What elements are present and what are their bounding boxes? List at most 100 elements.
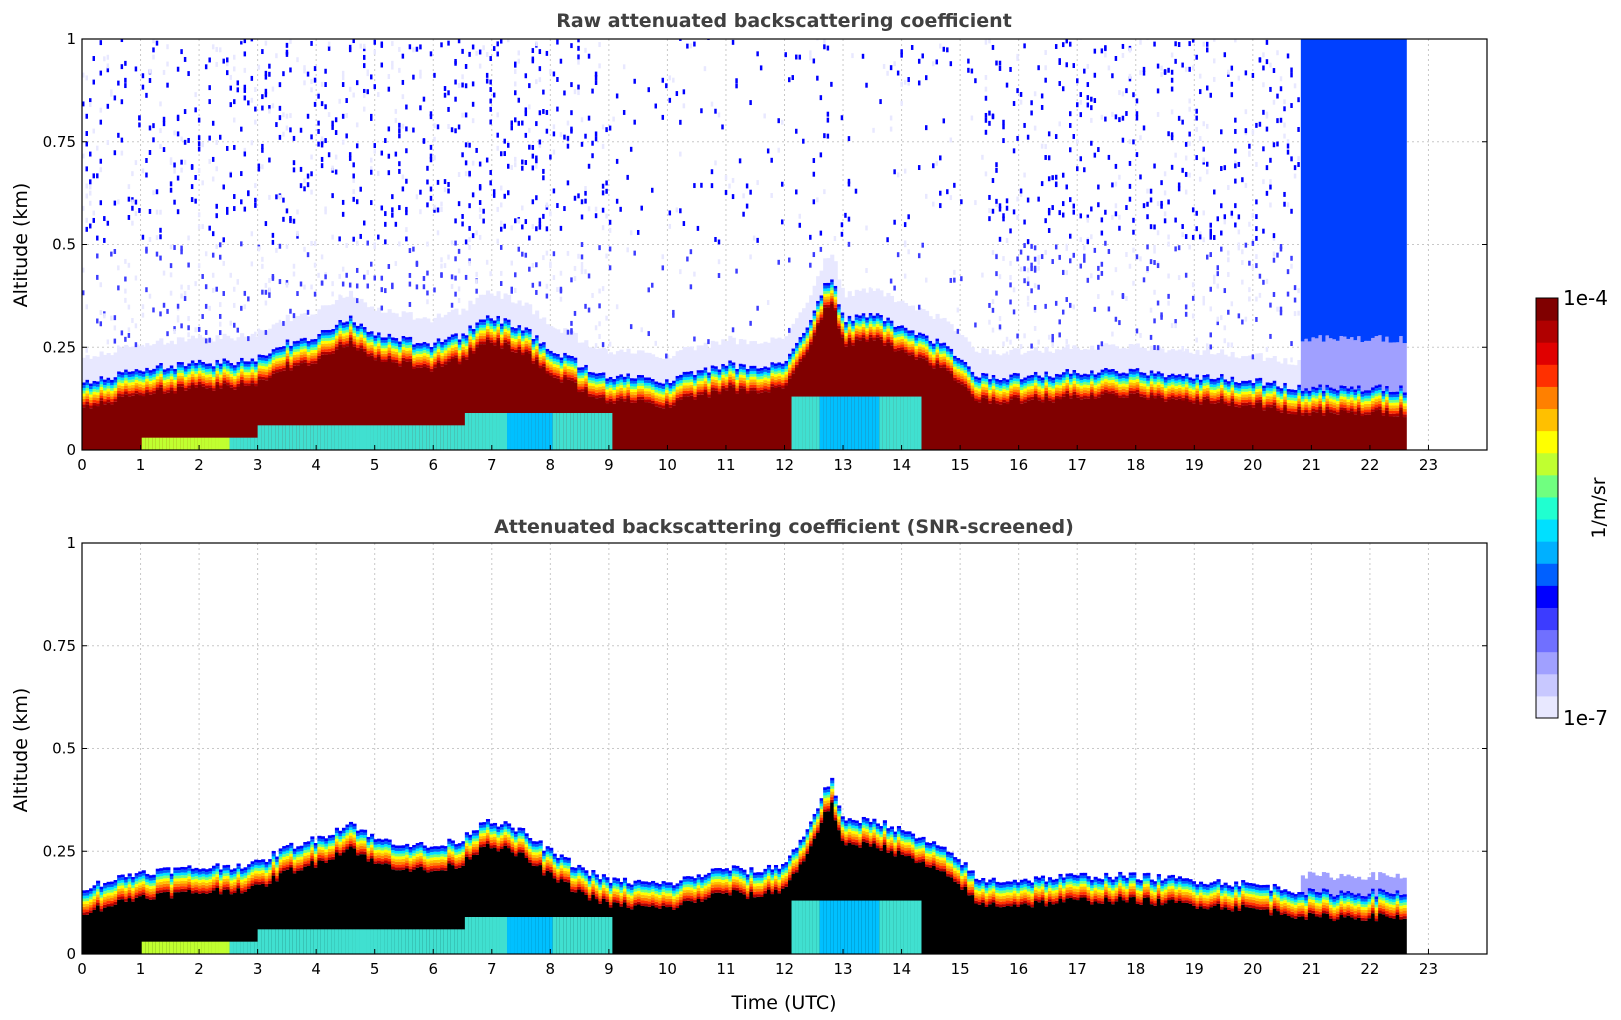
heatmap-cell: [584, 386, 589, 390]
heatmap-cell: [366, 348, 371, 351]
heatmap-cell: [819, 298, 824, 301]
heatmap-cell: [696, 392, 701, 395]
heatmap-cell: [619, 393, 624, 397]
noise-speck: [89, 184, 92, 190]
heatmap-cell: [552, 369, 557, 373]
heatmap-cell: [686, 347, 691, 372]
heatmap-cell: [840, 326, 845, 329]
heatmap-cell: [984, 376, 989, 380]
noise-speck: [682, 89, 686, 95]
heatmap-cell: [373, 351, 378, 355]
noise-speck: [310, 171, 313, 177]
heatmap-cell: [208, 385, 213, 388]
heatmap-cell: [391, 340, 396, 343]
heatmap-cell: [633, 383, 638, 387]
heatmap-cell: [636, 396, 642, 400]
heatmap-cell: [359, 340, 364, 343]
heatmap-cell: [939, 343, 944, 346]
heatmap-cell: [436, 349, 441, 352]
heatmap-cell: [889, 334, 894, 338]
heatmap-cell: [264, 366, 269, 370]
noise-speck: [243, 95, 247, 101]
noise-speck: [380, 205, 384, 211]
noise-speck: [1002, 213, 1005, 219]
noise-speck: [380, 287, 384, 293]
heatmap-cell: [384, 356, 389, 360]
heatmap-cell: [152, 371, 157, 375]
heatmap-cell: [605, 378, 610, 382]
noise-speck: [1044, 144, 1047, 150]
heatmap-cell: [85, 387, 90, 391]
noise-speck: [956, 328, 960, 334]
noise-speck: [1097, 184, 1100, 190]
noise-speck: [661, 77, 665, 83]
heatmap-cell: [412, 360, 417, 364]
heatmap-cell: [717, 394, 722, 450]
heatmap-cell: [1002, 394, 1007, 398]
heatmap-cell: [264, 380, 269, 450]
noise-speck: [917, 304, 921, 310]
noise-speck: [141, 168, 145, 174]
noise-speck: [243, 84, 247, 90]
heatmap-cell: [261, 368, 266, 372]
noise-speck: [889, 115, 893, 121]
noise-speck: [145, 158, 148, 163]
heatmap-cell: [447, 339, 452, 343]
heatmap-cell: [928, 351, 933, 355]
heatmap-cell: [152, 368, 157, 372]
noise-speck: [538, 139, 542, 145]
noise-speck: [391, 207, 394, 213]
heatmap-cell: [875, 315, 880, 319]
noise-speck: [173, 168, 176, 174]
heatmap-cell: [243, 380, 248, 384]
heatmap-cell: [499, 345, 505, 349]
noise-speck: [921, 53, 924, 59]
heatmap-cell: [1037, 378, 1042, 382]
noise-speck: [717, 259, 721, 265]
noise-speck: [89, 98, 92, 104]
heatmap-cell: [412, 355, 417, 359]
heatmap-cell: [355, 425, 361, 450]
heatmap-cell: [535, 357, 540, 360]
heatmap-cell: [380, 348, 385, 352]
noise-speck: [264, 282, 268, 288]
heatmap-cell: [471, 353, 476, 450]
heatmap-cell: [1100, 377, 1105, 381]
heatmap-cell: [226, 382, 231, 386]
heatmap-cell: [1012, 386, 1017, 390]
heatmap-cell: [545, 348, 550, 352]
heatmap-cell: [113, 377, 118, 380]
heatmap-cell: [584, 367, 589, 371]
heatmap-cell: [296, 346, 301, 349]
heatmap-cell: [419, 365, 424, 368]
noise-speck: [570, 43, 573, 49]
noise-speck: [1097, 294, 1100, 299]
heatmap-cell: [882, 340, 887, 343]
noise-speck: [96, 318, 99, 324]
heatmap-cell: [752, 387, 757, 391]
noise-speck: [327, 45, 331, 51]
heatmap-cell: [1047, 400, 1053, 450]
heatmap-cell: [324, 349, 329, 352]
noise-speck: [211, 287, 215, 293]
heatmap-cell: [689, 387, 694, 391]
noise-speck: [1107, 249, 1111, 254]
heatmap-cell: [391, 348, 396, 352]
heatmap-cell: [995, 397, 1000, 401]
heatmap-cell: [1002, 397, 1007, 400]
noise-speck: [823, 189, 826, 195]
heatmap-cell: [879, 323, 884, 326]
heatmap-cell: [120, 388, 125, 392]
heatmap-cell: [956, 366, 961, 369]
heatmap-cell: [531, 349, 536, 353]
heatmap-cell: [893, 329, 898, 333]
heatmap-cell: [278, 363, 283, 367]
noise-speck: [173, 162, 176, 168]
heatmap-cell: [264, 374, 269, 378]
heatmap-cell: [194, 379, 199, 383]
heatmap-cell: [218, 385, 224, 389]
noise-speck: [510, 165, 513, 171]
heatmap-cell: [1093, 382, 1098, 386]
heatmap-cell: [120, 394, 125, 397]
noise-speck: [492, 192, 496, 198]
